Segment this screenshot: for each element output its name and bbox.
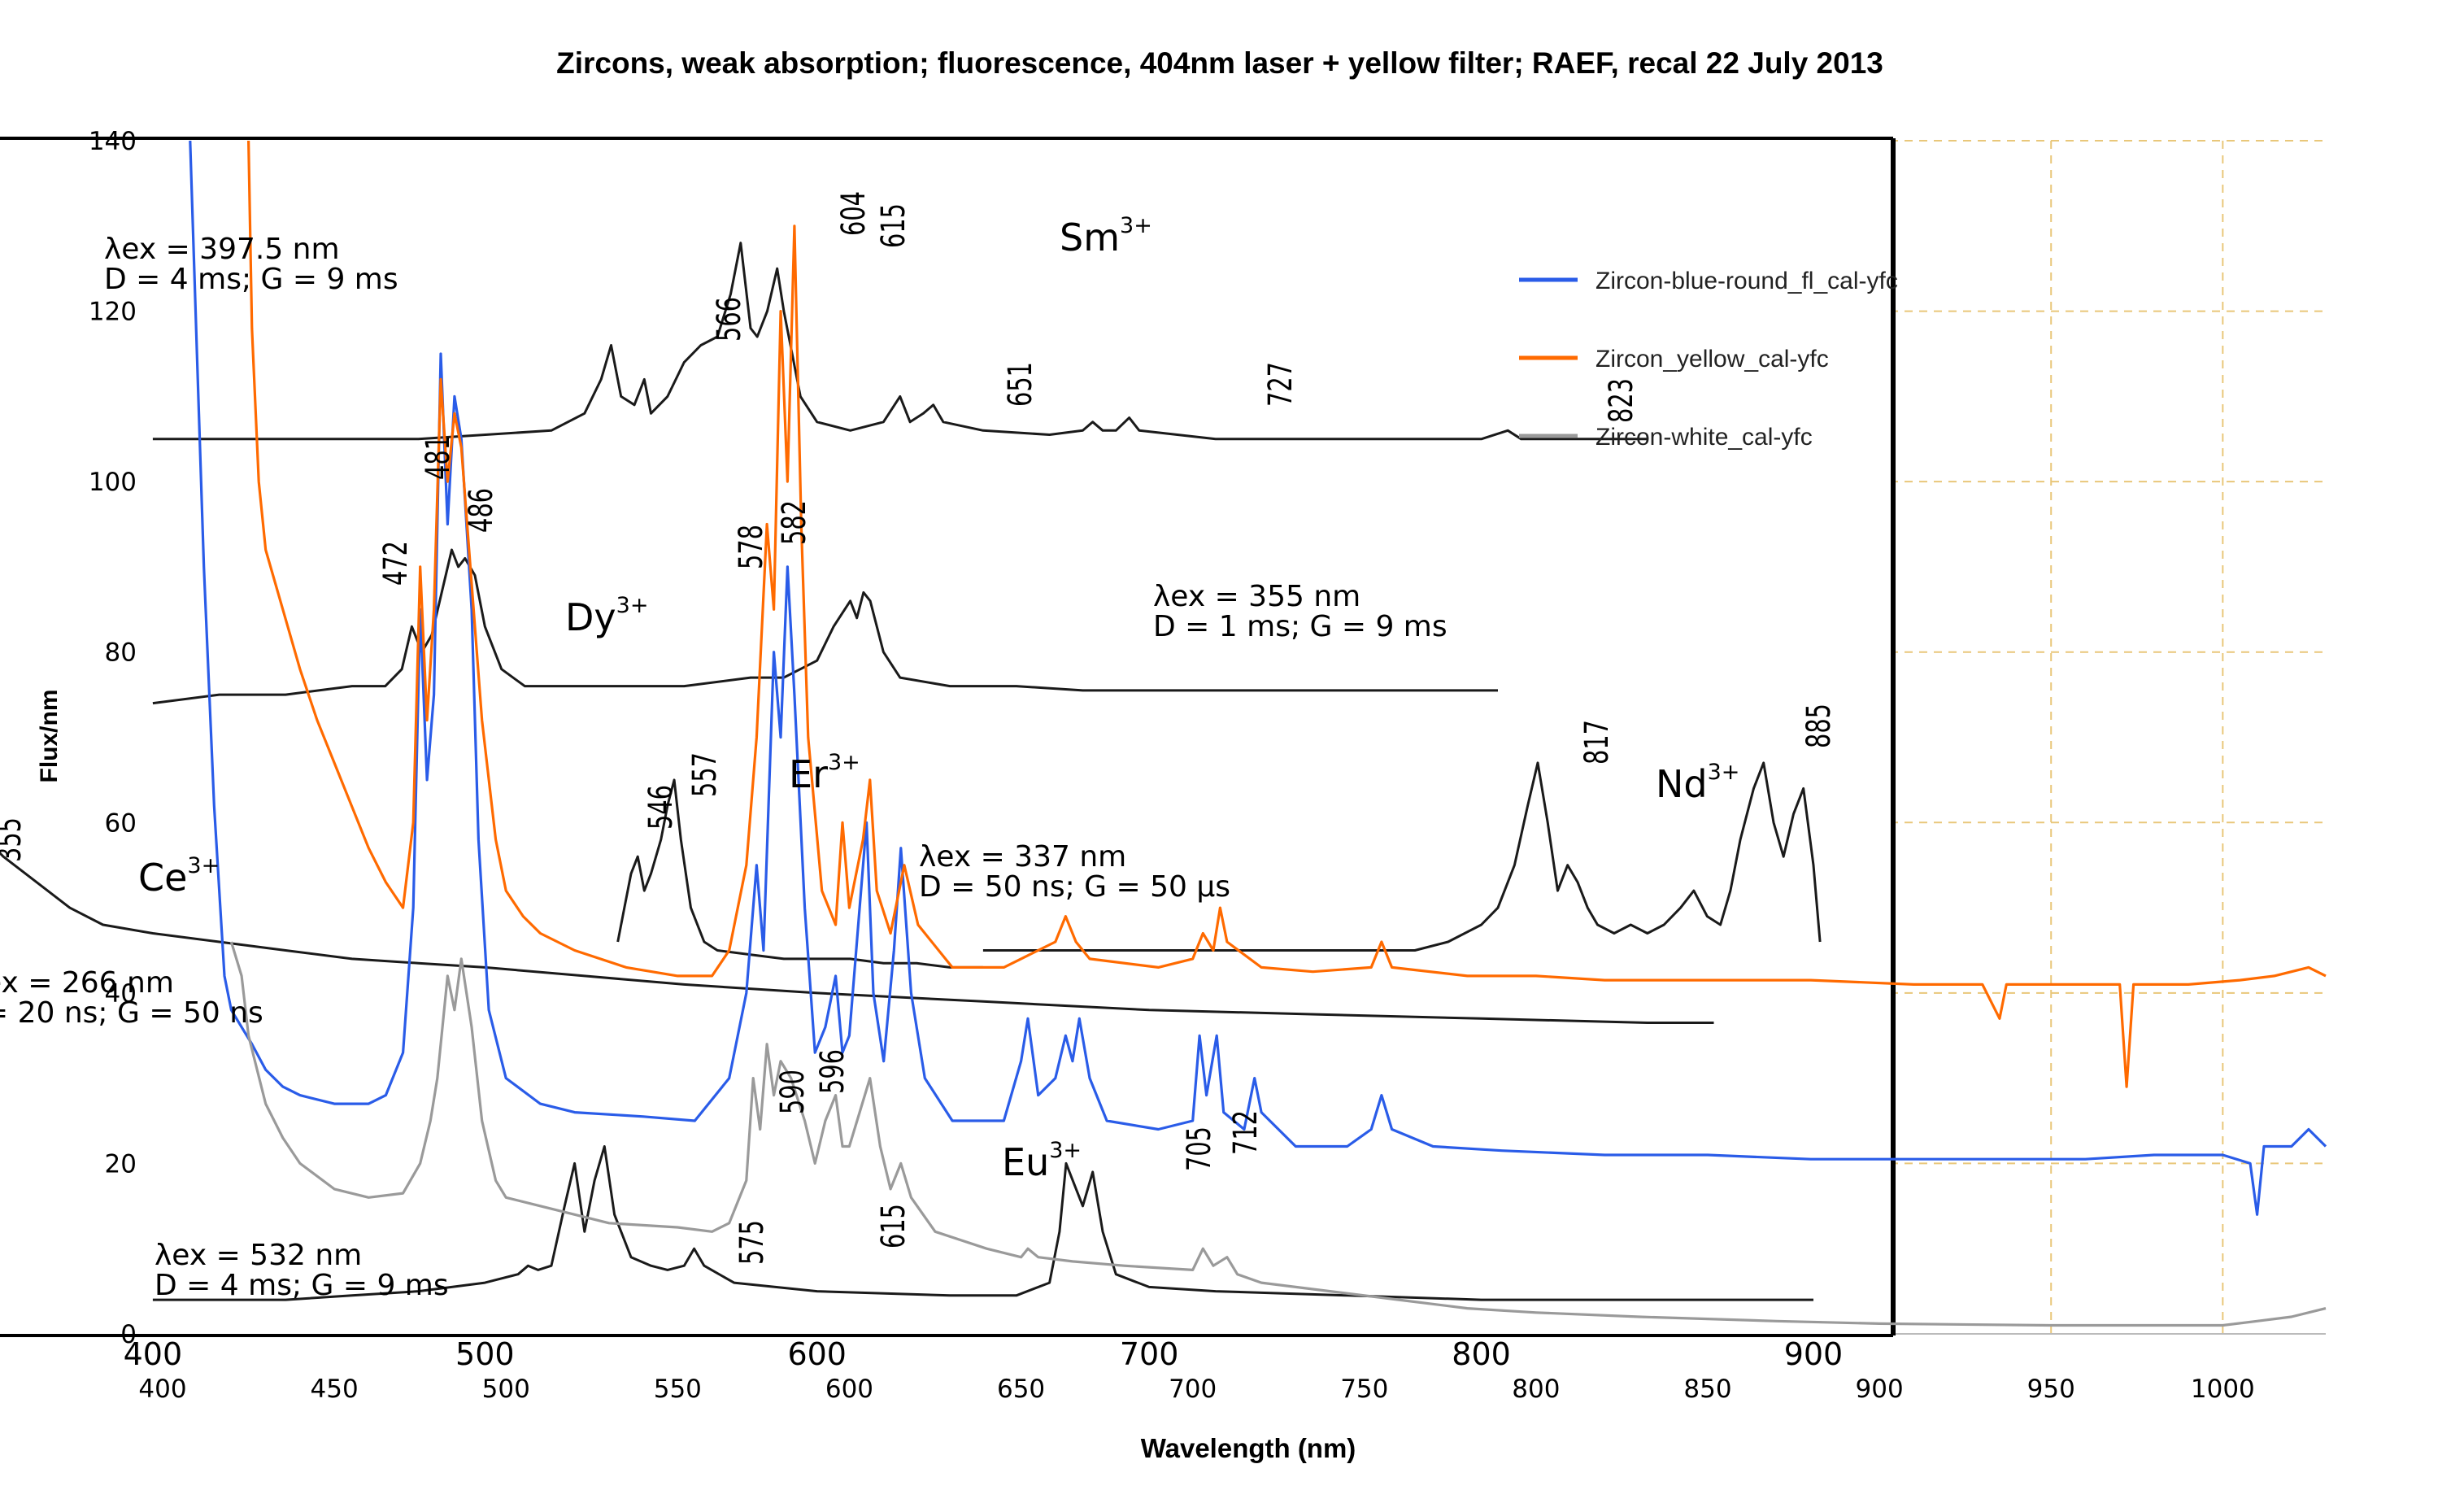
overlay-x-tick-label: 600 bbox=[787, 1336, 847, 1372]
y-tick-label: 140 bbox=[89, 127, 137, 156]
peak-label: 885 bbox=[1800, 704, 1838, 748]
overlay-x-tick-label: 400 bbox=[124, 1336, 183, 1372]
series-line-2 bbox=[229, 941, 2327, 1327]
legend-label: Zircon_yellow_cal-yfc bbox=[1596, 346, 1829, 373]
axes: 0 20 40 60 80 100 120 140 400 450 500 550 600 650 700 7… bbox=[89, 127, 2255, 1404]
peak-label: 486 bbox=[463, 488, 500, 533]
ion-label: Dy3+ bbox=[565, 593, 648, 639]
peak-label: 557 bbox=[686, 752, 724, 797]
overlay-x-tick-label: 800 bbox=[1452, 1336, 1511, 1372]
overlay-x-tick-label: 900 bbox=[1784, 1336, 1844, 1372]
x-tick-label: 800 bbox=[1512, 1375, 1560, 1404]
x-tick-label: 850 bbox=[1683, 1375, 1731, 1404]
excitation-annotation-line: D = 50 ns; G = 50 μs bbox=[919, 870, 1230, 904]
y-tick-label: 40 bbox=[105, 979, 137, 1009]
peak-label: 705 bbox=[1181, 1126, 1218, 1171]
excitation-annotation-line: D = 4 ms; G = 9 ms bbox=[104, 263, 398, 296]
y-tick-label: 0 bbox=[120, 1320, 137, 1349]
x-tick-label: 1000 bbox=[2191, 1375, 2255, 1404]
excitation-annotation-line: λex = 532 nm bbox=[155, 1239, 362, 1272]
chart-title: Zircons, weak absorption; fluorescence, … bbox=[556, 46, 1883, 80]
peak-label: 566 bbox=[711, 297, 748, 342]
excitation-annotation-line: ex = 266 nm bbox=[0, 966, 174, 1000]
series-line-0 bbox=[189, 140, 2327, 1216]
overlay-spectrum-dy bbox=[152, 548, 1498, 705]
x-tick-label: 750 bbox=[1340, 1375, 1388, 1404]
x-tick-label: 700 bbox=[1169, 1375, 1217, 1404]
peak-label: 615 bbox=[875, 1204, 912, 1248]
excitation-annotation-line: D = 4 ms; G = 9 ms bbox=[155, 1269, 449, 1302]
data-series bbox=[189, 140, 2327, 1327]
peak-label: 651 bbox=[1002, 362, 1039, 407]
peak-label: 472 bbox=[377, 541, 415, 586]
peak-label: 596 bbox=[814, 1049, 851, 1094]
x-tick-label: 900 bbox=[1856, 1375, 1904, 1404]
peak-label: 582 bbox=[776, 500, 813, 545]
x-tick-label: 500 bbox=[482, 1375, 530, 1404]
overlay-spectrum-sm bbox=[152, 242, 1648, 441]
peak-label: 727 bbox=[1262, 362, 1299, 407]
x-tick-label: 650 bbox=[997, 1375, 1045, 1404]
peak-label: 355 bbox=[0, 817, 28, 862]
peak-label: 615 bbox=[875, 203, 912, 248]
ion-label: Nd3+ bbox=[1656, 760, 1739, 806]
x-tick-label: 950 bbox=[2027, 1375, 2075, 1404]
overlay-spectrum-nd bbox=[982, 761, 1822, 952]
excitation-annotation-line: λex = 397.5 nm bbox=[104, 233, 340, 266]
peak-label: 546 bbox=[642, 785, 680, 830]
peak-label: 590 bbox=[774, 1070, 812, 1114]
y-tick-label: 120 bbox=[89, 298, 137, 327]
ion-label: Er3+ bbox=[789, 750, 860, 796]
x-tick-label: 400 bbox=[138, 1375, 186, 1404]
legend-label: Zircon-white_cal-yfc bbox=[1596, 424, 1813, 451]
x-tick-label: 600 bbox=[825, 1375, 873, 1404]
legend-label: Zircon-blue-round_fl_cal-yfc bbox=[1596, 268, 1898, 294]
y-tick-label: 100 bbox=[89, 468, 137, 497]
peak-label: 817 bbox=[1578, 720, 1616, 765]
overlay-x-tick-label: 700 bbox=[1120, 1336, 1179, 1372]
overlay-spectrum-eu bbox=[152, 1145, 1813, 1301]
peak-label: 712 bbox=[1227, 1110, 1265, 1155]
y-tick-label: 60 bbox=[105, 808, 137, 838]
x-tick-label: 550 bbox=[654, 1375, 702, 1404]
peak-label: 575 bbox=[734, 1220, 771, 1265]
y-tick-label: 80 bbox=[105, 638, 137, 668]
overlay-background bbox=[0, 138, 1893, 1336]
excitation-annotation-line: λex = 337 nm bbox=[919, 840, 1126, 874]
excitation-annotation-line: D = 1 ms; G = 9 ms bbox=[1153, 610, 1447, 643]
ion-label: Ce3+ bbox=[138, 853, 220, 900]
excitation-annotation-line: λex = 355 nm bbox=[1153, 580, 1360, 613]
legend: Zircon-blue-round_fl_cal-yfc Zircon_yell… bbox=[1519, 268, 1898, 451]
overlay-inset-frame bbox=[0, 137, 1896, 1337]
ion-label: Sm3+ bbox=[1060, 213, 1152, 259]
y-tick-label: 20 bbox=[105, 1149, 137, 1179]
peak-label: 823 bbox=[1603, 378, 1640, 423]
excitation-annotation-line: = 20 ns; G = 50 ns bbox=[0, 996, 263, 1030]
series-line-1 bbox=[247, 140, 2327, 1088]
x-axis-label: Wavelength (nm) bbox=[1141, 1433, 1356, 1463]
overlay-spectrum-ce bbox=[0, 851, 1714, 1024]
peak-label: 604 bbox=[835, 191, 873, 236]
overlay-x-tick-label: 500 bbox=[455, 1336, 515, 1372]
ion-label: Eu3+ bbox=[1002, 1138, 1082, 1184]
peak-label: 578 bbox=[733, 525, 770, 569]
x-tick-label: 450 bbox=[311, 1375, 359, 1404]
y-axis-label: Flux/nm bbox=[36, 689, 63, 782]
peak-label: 481 bbox=[420, 435, 457, 480]
